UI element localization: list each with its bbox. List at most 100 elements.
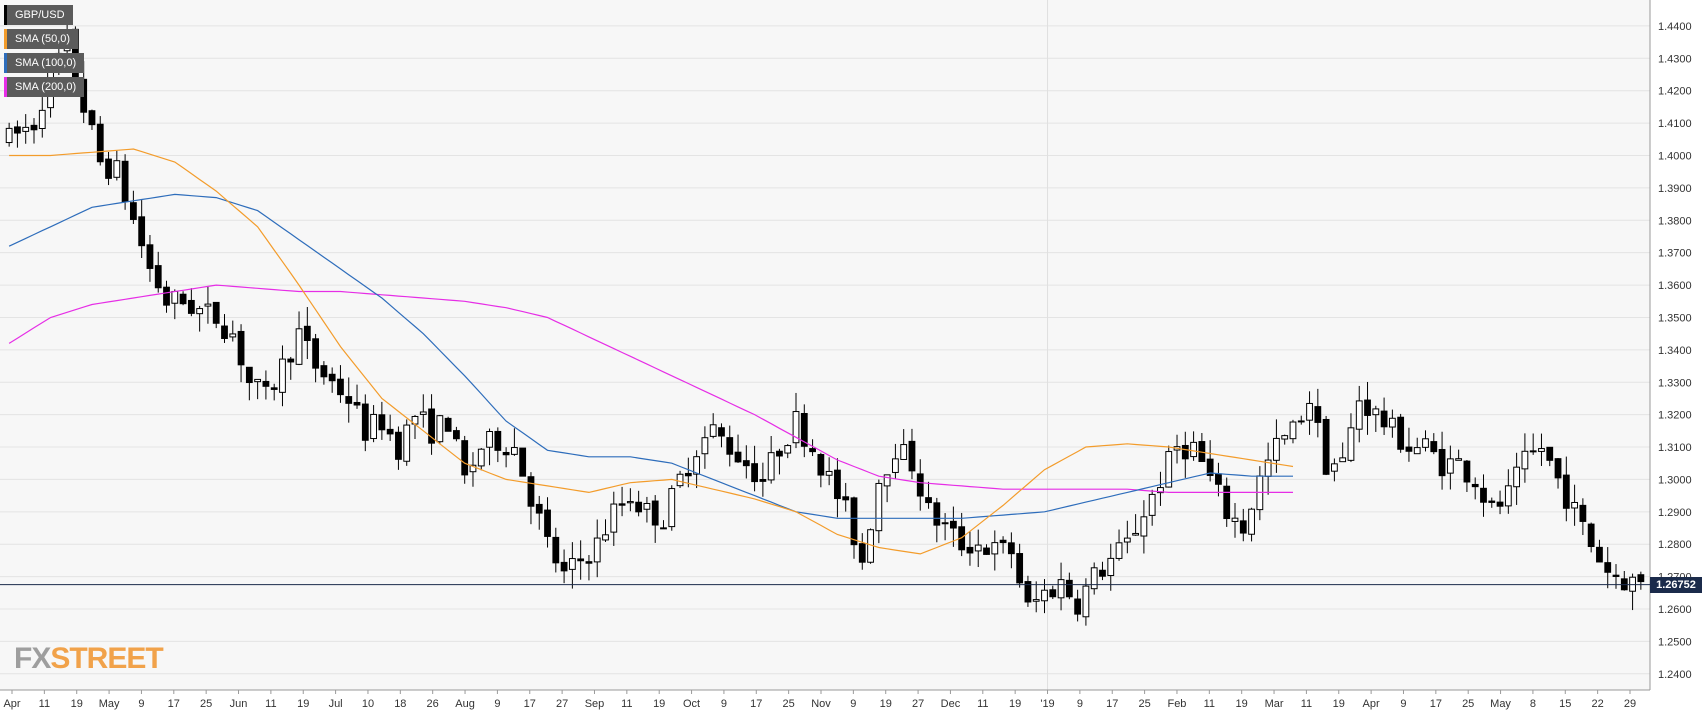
x-tick-label: 19 [1333,698,1345,710]
candle-body [941,522,949,525]
candle-body [163,286,170,306]
candle-body [842,496,850,501]
candle-body [610,503,618,533]
candle-body [1041,589,1048,602]
y-tick-label: 1.4300 [1658,53,1692,65]
candle-body [701,437,709,455]
candle-body [1546,446,1554,461]
candle-body [1123,537,1131,543]
candle-body [1099,569,1106,577]
candle-body [444,417,452,432]
candle-body [726,437,734,455]
candle-body [1074,598,1082,615]
x-tick-label: Apr [3,698,20,710]
candle-body [875,482,883,532]
x-tick-label: Mar [1265,698,1284,710]
candle-body [618,503,626,506]
y-tick-label: 1.3100 [1658,442,1692,454]
x-tick-label: Jun [230,698,248,710]
candle-body [1248,508,1255,535]
x-tick-label: 22 [1592,698,1604,710]
candle-body [303,325,311,341]
candle-body [1579,504,1587,522]
x-tick-label: Feb [1167,698,1186,710]
candle-body [1032,599,1040,602]
y-tick-label: 1.3200 [1658,410,1692,422]
candle-body [1521,450,1529,470]
candle-body [221,325,228,339]
candle-body [1190,441,1197,458]
candle-body [1463,460,1471,483]
y-tick-label: 1.3800 [1658,215,1692,227]
candle-body [179,293,187,305]
legend-label-sma100: SMA (100,0) [15,57,77,69]
candle-body [1347,427,1355,461]
x-tick-label: 17 [524,698,536,710]
x-tick-label: 11 [1204,698,1215,710]
candle-body [370,413,377,440]
sma-line-sma200 [8,284,1293,493]
sma-line-sma50 [9,148,1294,555]
candle-body [1148,493,1156,516]
candle-body [1181,444,1189,460]
sma-lines [8,148,1294,555]
x-tick-label: 25 [1138,698,1150,710]
candle-body [96,123,104,163]
x-tick-label: Aug [455,698,475,710]
x-tick-label: 17 [168,698,180,710]
candle-body [1115,542,1123,559]
candle-body [1364,399,1371,416]
y-tick-label: 1.2600 [1658,604,1692,616]
x-tick-label: May [99,698,120,710]
candle-body [30,124,38,131]
x-tick-label: 19 [653,698,665,710]
legend-item-sma100: SMA (100,0) [4,53,85,73]
candle-body [1306,402,1313,421]
x-tick-label: Sep [585,698,605,710]
candle-body [1604,562,1612,573]
y-tick-label: 1.2400 [1658,669,1692,681]
candle-body [469,464,477,473]
candle-body [858,543,866,563]
candle-body [585,561,593,564]
candle-body [1297,420,1305,423]
candle-body [1388,417,1396,428]
x-tick-label: Jul [329,698,343,710]
x-tick-label: 27 [912,698,924,710]
candle-body [1273,437,1280,461]
candle-body [643,502,651,510]
x-tick-label: 9 [1077,698,1083,710]
candle-body [270,387,278,390]
candle-body [676,473,684,487]
legend-swatch-gbpusd [4,5,7,25]
x-tick-label: 8 [1530,698,1536,710]
candle-body [883,474,891,487]
candle-body [552,536,560,564]
candle-body [916,473,924,497]
x-tick-label: 9 [138,698,144,710]
candle-body [776,450,783,457]
candle-body [1049,589,1057,598]
candle-body [245,366,253,384]
candle-body [800,412,808,447]
candle-body [544,509,551,537]
y-tick-label: 1.3600 [1658,280,1692,292]
legend-item-sma200: SMA (200,0) [4,77,85,97]
candle-body [1322,418,1330,475]
candle-body [1446,458,1454,474]
candle-body [1281,435,1289,440]
candle-body [1107,557,1115,577]
candle-body [212,301,220,324]
candle-body [519,447,527,477]
candle-body [668,488,676,528]
candle-body [1504,485,1512,507]
candle-body [287,358,295,363]
candle-body [1314,406,1322,423]
candle-body [1480,487,1487,503]
candle-body [22,126,30,132]
x-tick-label: 15 [1559,698,1571,710]
candle-body [1612,574,1620,577]
candle-body [1554,458,1562,479]
candle-body [1223,485,1231,520]
